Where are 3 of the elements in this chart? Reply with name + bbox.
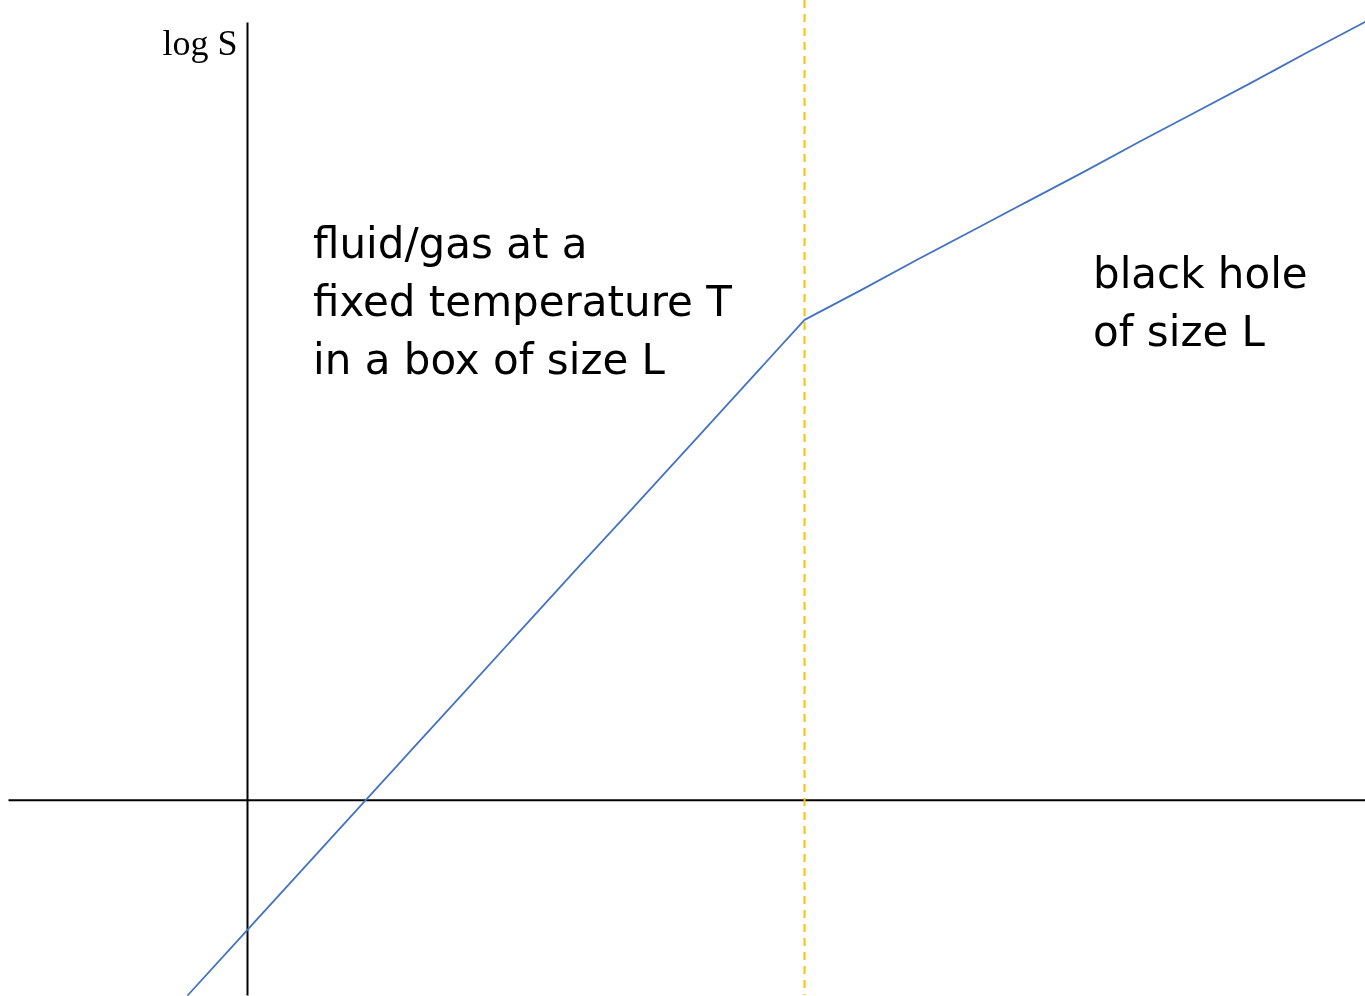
y-axis-title: log S	[162, 22, 238, 63]
annotation: black hole of size L	[1093, 249, 1308, 356]
annotation: fluid/gas at a fixed temperature T in a box of size L	[313, 219, 733, 384]
